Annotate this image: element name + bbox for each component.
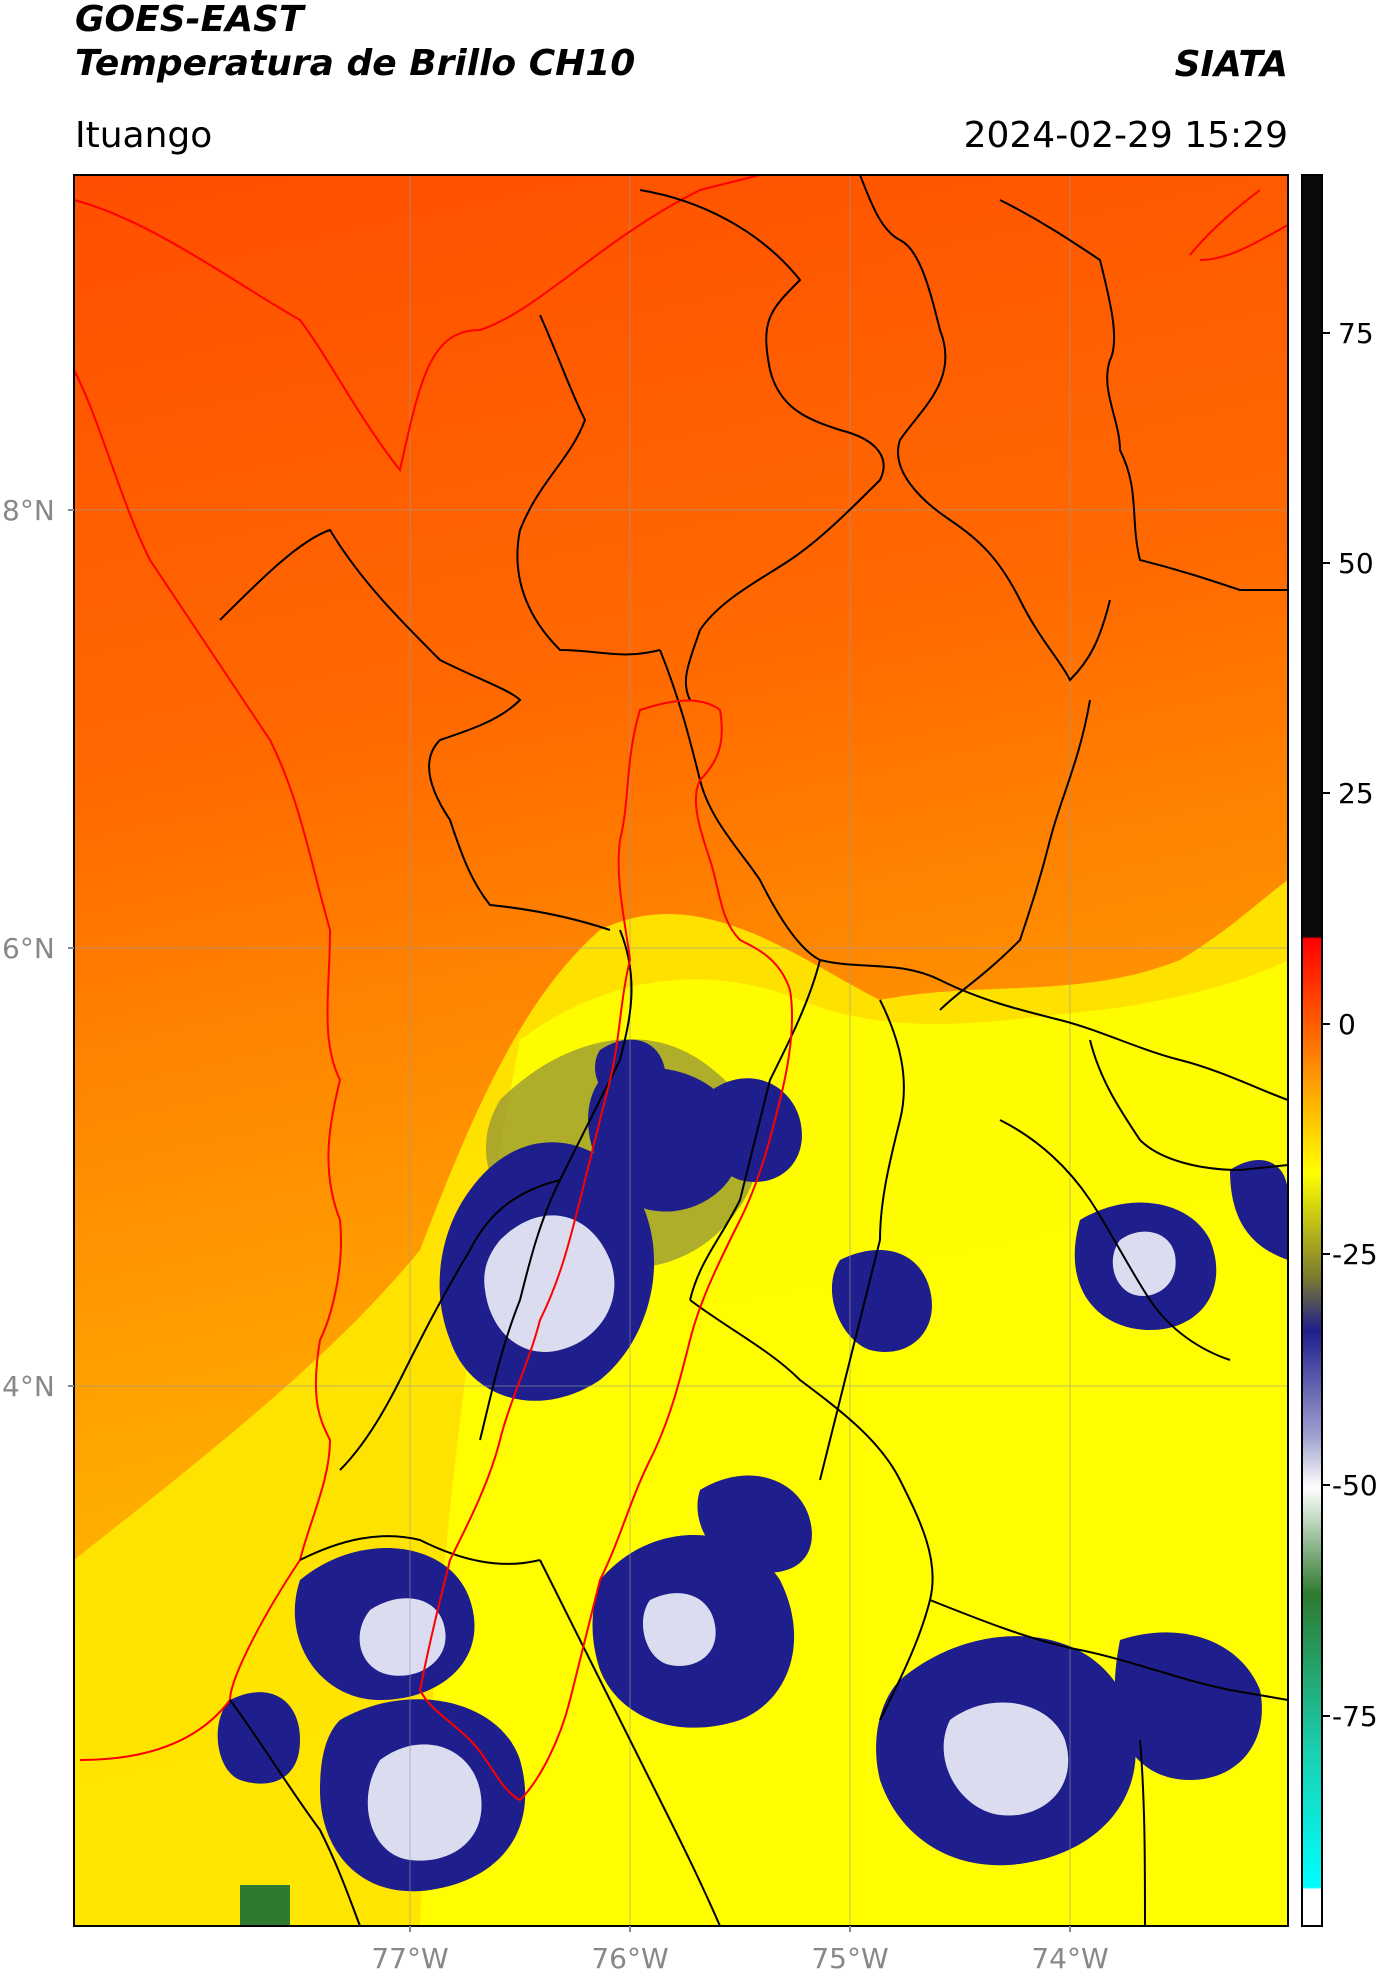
colorbar-tick-label: 0 bbox=[1338, 1008, 1356, 1041]
colorbar-tick-label: 25 bbox=[1338, 777, 1374, 810]
colorbar-tick-label: -50 bbox=[1332, 1469, 1378, 1502]
graticule bbox=[74, 175, 1288, 1926]
colorbar: 75 50 25 0 -25 -50 -75 bbox=[1301, 174, 1378, 1927]
temperature-field bbox=[74, 175, 1288, 1926]
datetime-label: 2024-02-29 15:29 bbox=[963, 115, 1288, 156]
admin-borders bbox=[219, 175, 1288, 1926]
lon-tick-label: 74°W bbox=[1031, 1942, 1108, 1975]
lon-tick-label: 76°W bbox=[591, 1942, 668, 1975]
lat-tick-label: 4°N bbox=[2, 1370, 55, 1403]
colorbar-tick-label: -25 bbox=[1332, 1238, 1378, 1271]
ituango-region-outline bbox=[418, 699, 793, 1802]
colorbar-tick-label: 75 bbox=[1338, 317, 1374, 350]
lat-axis: 8°N 6°N 4°N bbox=[2, 494, 74, 1403]
lon-axis: 77°W 76°W 75°W 74°W bbox=[371, 1926, 1109, 1975]
lon-tick-label: 75°W bbox=[811, 1942, 888, 1975]
lat-tick-label: 8°N bbox=[2, 494, 55, 527]
satellite-title: GOES-EAST bbox=[75, 0, 304, 40]
lat-tick-label: 6°N bbox=[2, 932, 55, 965]
colorbar-ramp bbox=[1301, 174, 1323, 1927]
colorbar-tick-label: -75 bbox=[1332, 1700, 1378, 1733]
org-label: SIATA bbox=[1174, 44, 1288, 85]
coastline bbox=[74, 175, 761, 1761]
product-title: Temperatura de Brillo CH10 bbox=[75, 43, 636, 84]
lon-tick-label: 77°W bbox=[371, 1942, 448, 1975]
region-label: Ituango bbox=[75, 115, 213, 156]
map-frame bbox=[73, 174, 1289, 1927]
colorbar-tick-label: 50 bbox=[1338, 547, 1374, 580]
